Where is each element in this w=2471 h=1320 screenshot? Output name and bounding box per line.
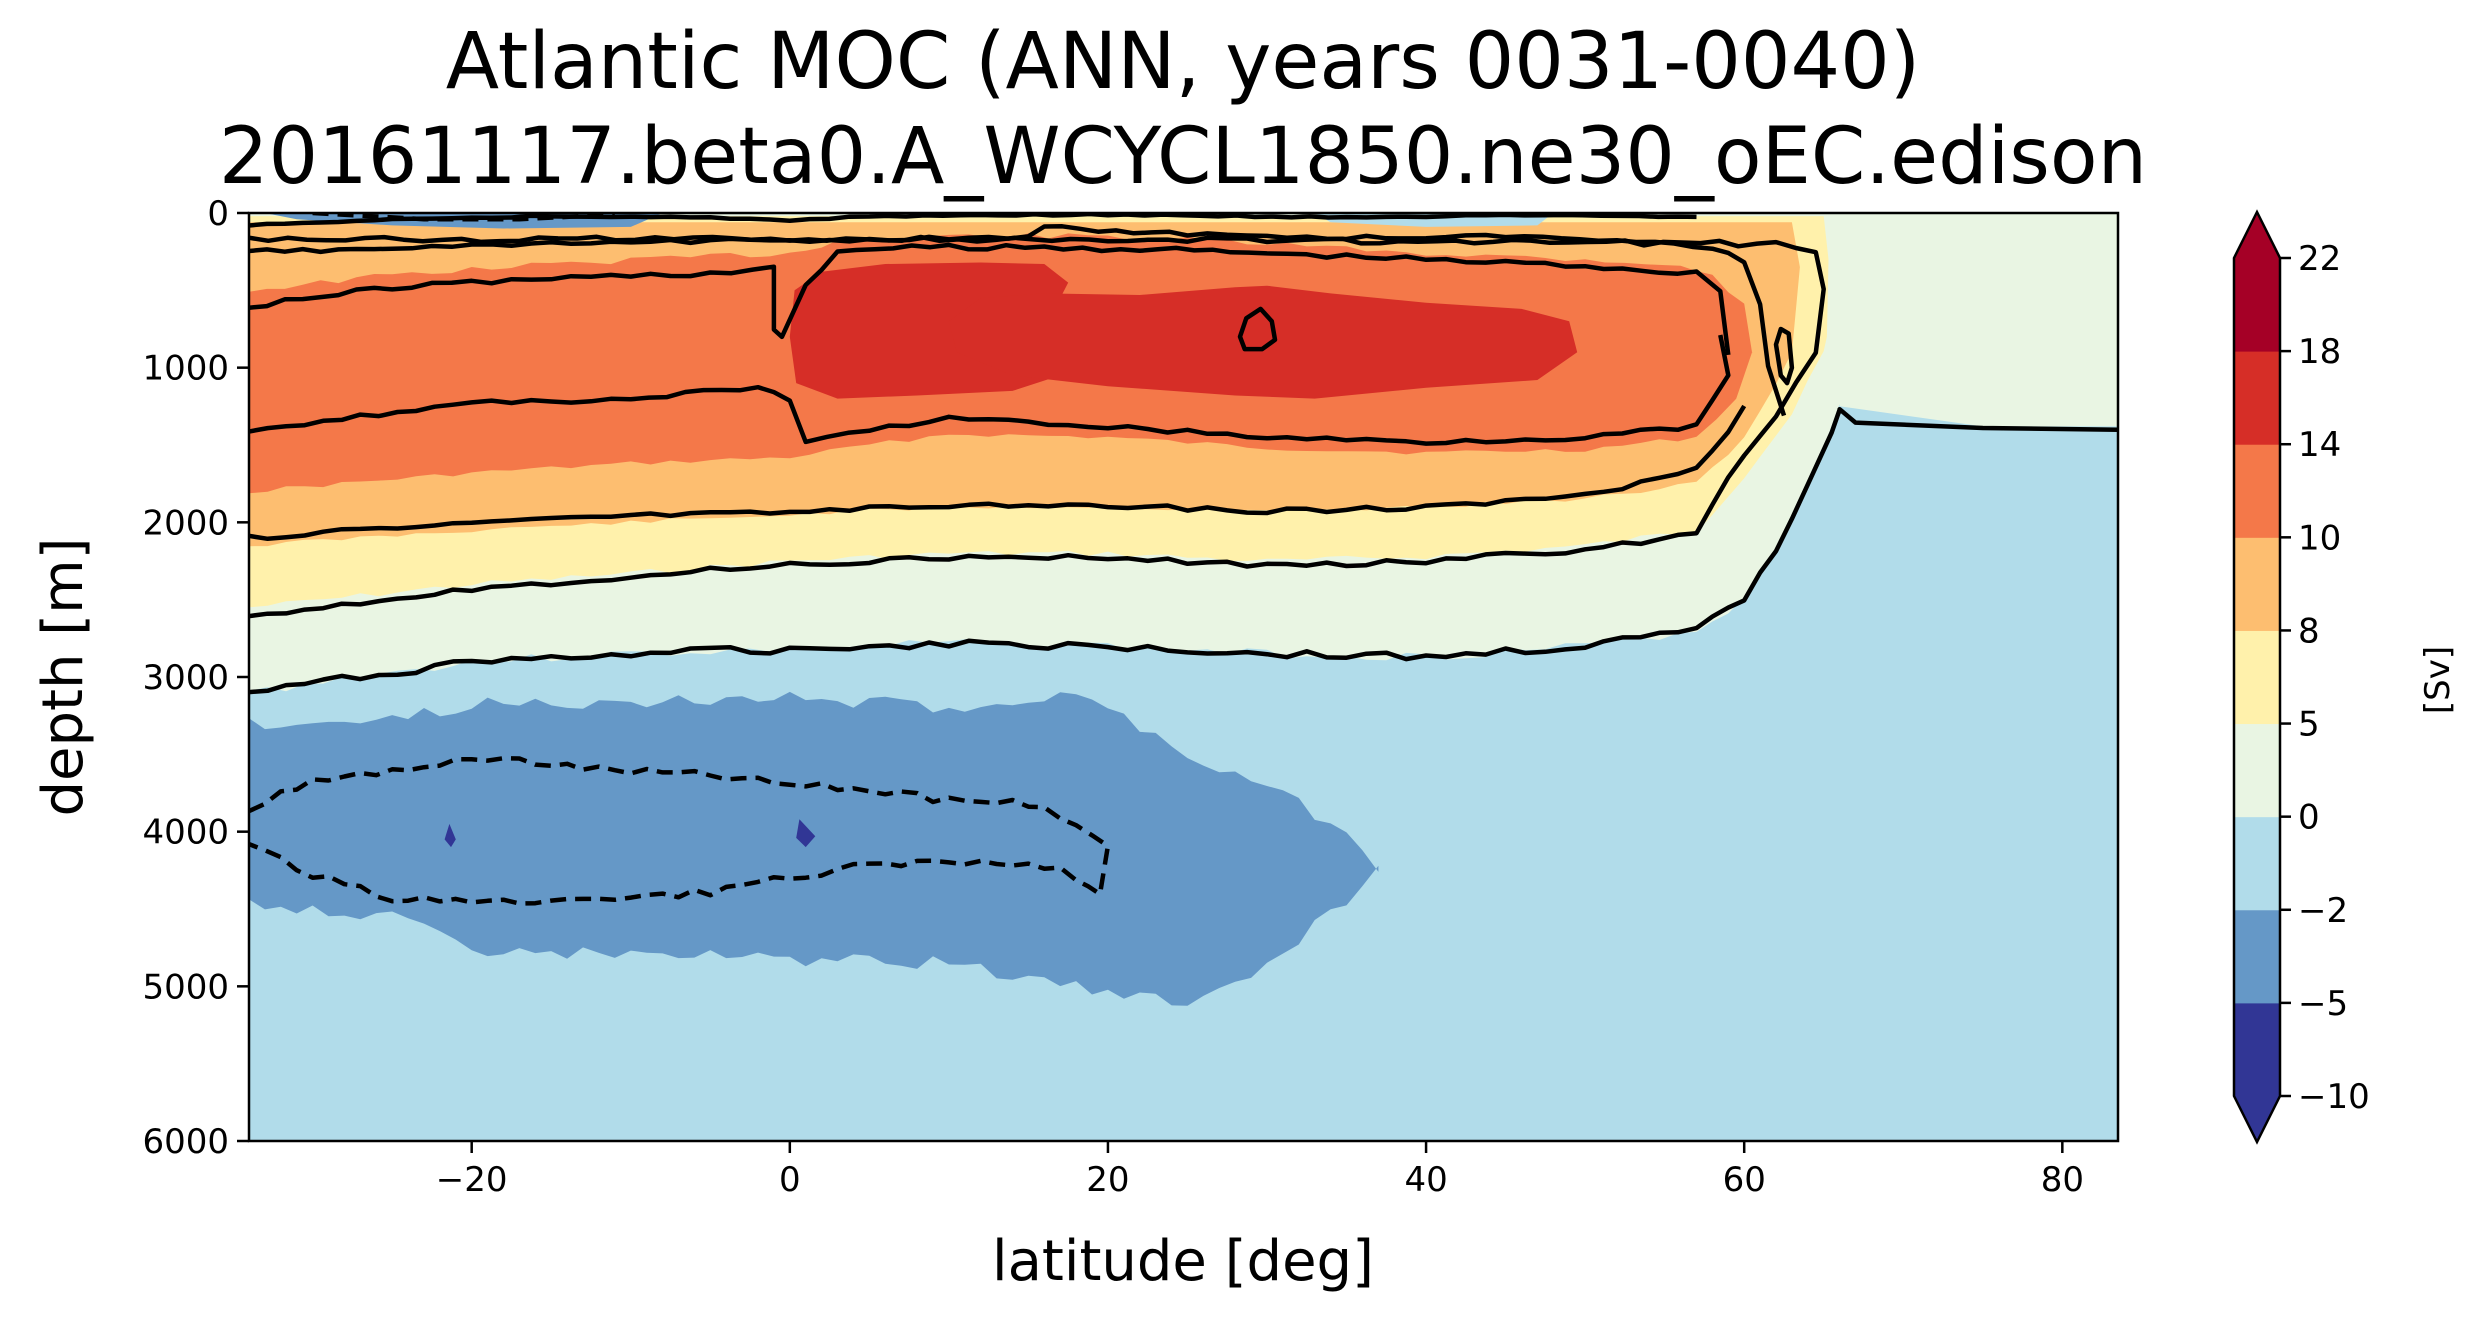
contour-line-negative-surface — [312, 213, 615, 222]
contour-line-surface-2 — [249, 213, 1697, 228]
x-tick-label: 20 — [1086, 1160, 1129, 1200]
y-tick-label: 2000 — [142, 503, 229, 543]
contour-line-10-lower — [249, 334, 1731, 446]
x-axis-ticks: −20 0 20 40 60 80 — [436, 1141, 2084, 1200]
colorbar-tick-label: 8 — [2298, 611, 2320, 651]
y-tick-label: 5000 — [142, 967, 229, 1007]
colorbar: −10 −5 −2 0 5 8 10 14 18 22 — [2232, 209, 2370, 1145]
colorbar-segment — [2234, 816, 2280, 911]
y-axis-ticks: 0 1000 2000 3000 4000 5000 6000 — [142, 194, 249, 1162]
x-tick-label: 60 — [1723, 1160, 1766, 1200]
colorbar-label: [Sv] — [2418, 646, 2458, 714]
x-tick-label: −20 — [436, 1160, 508, 1200]
colorbar-tick-label: −2 — [2298, 891, 2348, 931]
colorbar-tick-label: −10 — [2298, 1077, 2370, 1117]
contour-lines — [249, 213, 2118, 906]
colorbar-segment — [2234, 258, 2280, 352]
colorbar-extend-bottom — [2234, 1096, 2280, 1142]
colorbar-tick-label: 10 — [2298, 518, 2341, 558]
y-tick-label: 6000 — [142, 1122, 229, 1162]
colorbar-tick-label: 14 — [2298, 425, 2341, 465]
y-axis-label: depth [m] — [31, 537, 96, 816]
contour-fill-14-to-18-north — [948, 285, 1578, 399]
colorbar-tick-label: 22 — [2298, 239, 2341, 279]
colorbar-extend-top — [2234, 212, 2280, 258]
colorbar-segment — [2234, 909, 2280, 1004]
y-tick-label: 4000 — [142, 813, 229, 853]
contour-line-north-ring — [1773, 326, 1795, 386]
contour-line-negative-deep — [249, 755, 1111, 906]
chart-title-line-2: 20161117.beta0.A_WCYCL1850.ne30_oEC.edis… — [219, 112, 2147, 202]
colorbar-tick-label: 5 — [2298, 705, 2320, 745]
deep-cell-core-2 — [796, 819, 816, 848]
x-tick-label: 80 — [2041, 1160, 2084, 1200]
y-tick-label: 1000 — [142, 349, 229, 389]
y-tick-label: 3000 — [142, 658, 229, 698]
deep-cell-core-1 — [444, 823, 456, 848]
x-tick-label: 0 — [779, 1160, 801, 1200]
colorbar-segment — [2234, 1002, 2280, 1097]
deep-negative-cell — [249, 691, 1379, 1006]
y-tick-label: 0 — [207, 194, 229, 234]
colorbar-segment — [2234, 723, 2280, 818]
contour-line-surface-1 — [249, 224, 1787, 417]
contour-line-10-upper — [249, 242, 1731, 356]
contour-line-max-ring — [1237, 306, 1278, 352]
x-tick-label: 40 — [1404, 1160, 1447, 1200]
colorbar-tick-label: 0 — [2298, 798, 2320, 838]
colorbar-tick-label: −5 — [2298, 984, 2348, 1024]
colorbar-segment — [2234, 537, 2280, 631]
colorbar-tick-label: 18 — [2298, 332, 2341, 372]
colorbar-segment — [2234, 351, 2280, 445]
chart-title-line-1: Atlantic MOC (ANN, years 0031-0040) — [446, 17, 1920, 107]
contour-line-0 — [249, 406, 2118, 695]
contour-line-15 — [249, 404, 1747, 542]
colorbar-segment — [2234, 630, 2280, 725]
plot-area — [249, 213, 2118, 1141]
x-axis-label: latitude [deg] — [992, 1229, 1374, 1294]
colorbar-segment — [2234, 444, 2280, 538]
